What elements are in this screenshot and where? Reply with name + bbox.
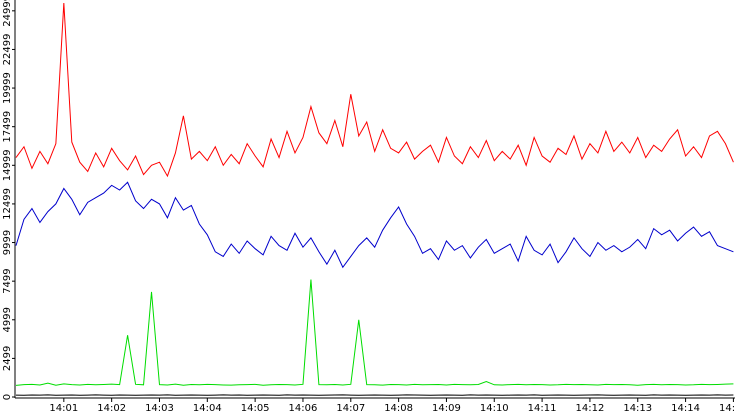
x-tick-label: 14:10 bbox=[480, 403, 509, 414]
y-tick-label: 24999 bbox=[2, 0, 13, 27]
y-tick-label: 17499 bbox=[2, 111, 13, 143]
y-tick-label: 7499 bbox=[2, 268, 13, 293]
x-tick-label: 14:01 bbox=[49, 403, 78, 414]
x-tick-label: 14:04 bbox=[193, 403, 222, 414]
y-tick-label: 9999 bbox=[2, 230, 13, 255]
series-line bbox=[15, 279, 734, 386]
x-tick-label: 14:11 bbox=[528, 403, 557, 414]
x-tick-label: 14:08 bbox=[384, 403, 413, 414]
y-tick-label: 0 bbox=[2, 394, 13, 400]
x-tick-label: 14:09 bbox=[432, 403, 461, 414]
y-tick-label: 14999 bbox=[2, 149, 13, 181]
x-tick-label: 14:14 bbox=[671, 403, 700, 414]
y-tick-label: 4999 bbox=[2, 307, 13, 332]
series-line bbox=[15, 181, 734, 269]
x-tick-label: 14:05 bbox=[241, 403, 270, 414]
y-tick-label: 19999 bbox=[2, 72, 13, 104]
y-tick-label: 12499 bbox=[2, 188, 13, 220]
x-tick-label: 14:03 bbox=[145, 403, 174, 414]
x-tick-label: 14:12 bbox=[576, 403, 605, 414]
x-tick-label: 14:13 bbox=[623, 403, 652, 414]
y-tick-label: 2499 bbox=[2, 346, 13, 371]
series-line bbox=[15, 3, 734, 178]
x-tick-label: 14:02 bbox=[97, 403, 126, 414]
y-tick-label: 22499 bbox=[2, 34, 13, 66]
x-tick-label: 14:07 bbox=[336, 403, 365, 414]
x-tick-label: 14:06 bbox=[289, 403, 318, 414]
x-tick-label: 14:15 bbox=[719, 403, 735, 414]
